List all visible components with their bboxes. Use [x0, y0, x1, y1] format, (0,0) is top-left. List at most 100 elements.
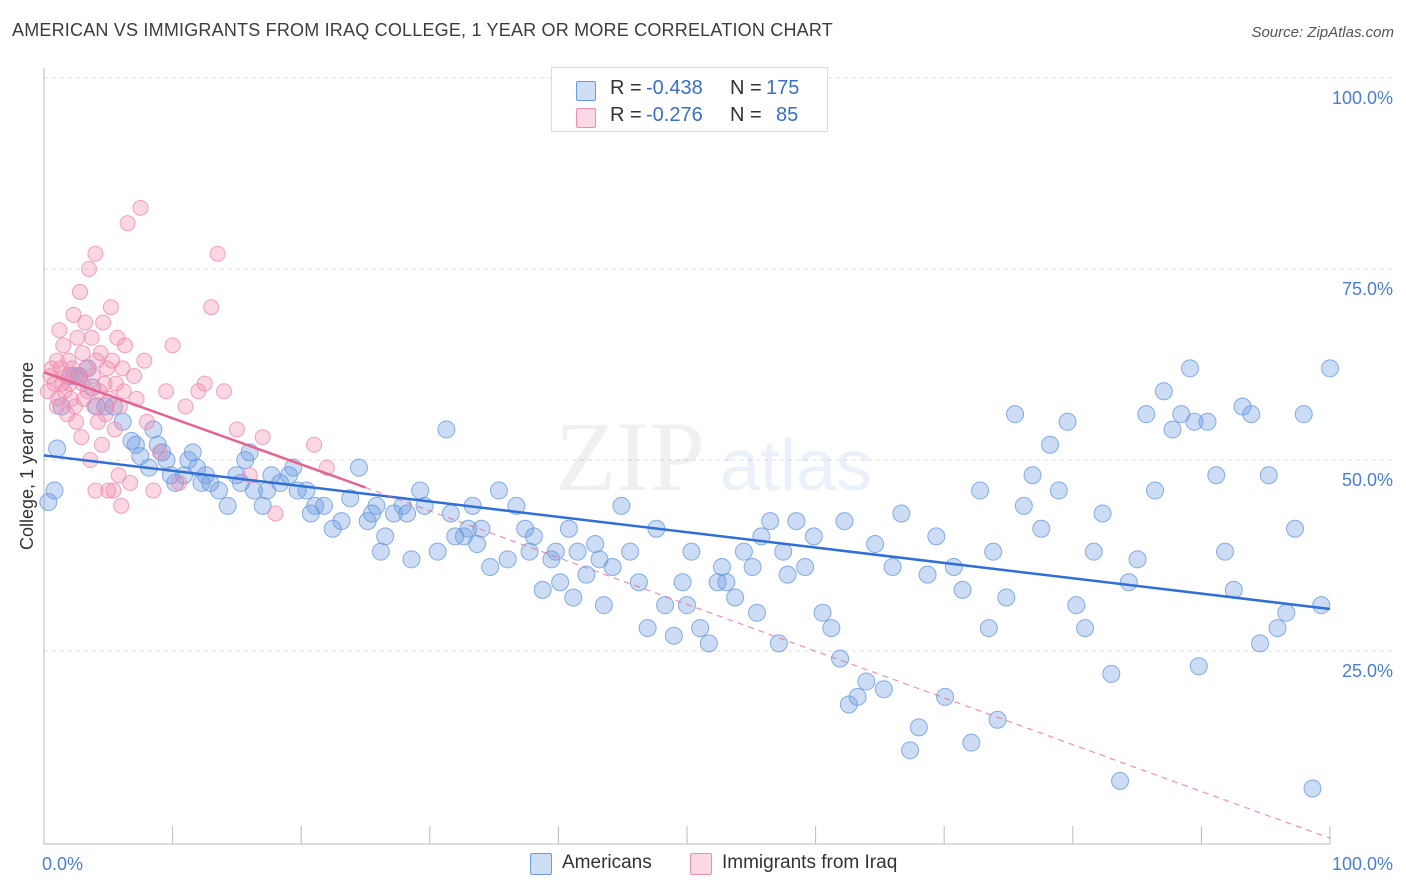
americans-point: [498, 550, 517, 569]
iraq-point: [306, 436, 323, 453]
americans-point: [804, 527, 823, 546]
americans-point: [1067, 596, 1086, 615]
americans-point: [183, 443, 202, 462]
americans-point: [1032, 519, 1051, 538]
americans-point: [726, 588, 745, 607]
americans-point: [1303, 779, 1322, 798]
americans-point: [1185, 412, 1204, 431]
iraq-point: [126, 367, 143, 384]
legend-r-label: R =: [610, 77, 642, 99]
americans-point: [533, 580, 552, 599]
x-tick-label: 0.0%: [42, 854, 83, 874]
americans-point: [796, 557, 815, 576]
bottom-legend-swatch-iraq: [690, 853, 712, 875]
iraq-point: [48, 352, 65, 369]
legend: R = -0.438 N = 175 R = -0.276 N = 85: [551, 67, 828, 132]
americans-point: [1006, 405, 1025, 424]
legend-n-value: 175: [766, 77, 800, 99]
americans-point: [332, 512, 351, 531]
legend-r-label: R =: [610, 104, 642, 126]
legend-row-americans: R = -0.438 N = 175: [552, 75, 827, 103]
americans-point: [1163, 420, 1182, 439]
americans-point: [1014, 496, 1033, 515]
americans-point: [962, 733, 981, 752]
americans-point: [822, 619, 841, 638]
iraq-point: [87, 482, 104, 499]
americans-point: [621, 542, 640, 561]
iraq-point: [63, 390, 80, 407]
iraq-point: [65, 306, 82, 323]
americans-point: [831, 649, 850, 668]
iraq-trendline: [43, 370, 366, 489]
iraq-point: [114, 360, 131, 377]
americans-point: [857, 672, 876, 691]
americans-point: [1277, 603, 1296, 622]
americans-point: [1049, 481, 1068, 500]
bottom-legend-label-americans: Americans: [562, 852, 652, 873]
americans-point: [1189, 657, 1208, 676]
iraq-point: [171, 474, 188, 491]
americans-point: [603, 557, 622, 576]
americans-point: [848, 687, 867, 706]
americans-point: [1119, 573, 1138, 592]
americans-trendline: [43, 454, 1331, 611]
tick-labels: 25.0% 50.0% 75.0% 100.0% 0.0% 100.0%: [42, 88, 1393, 874]
iraq-point: [115, 383, 132, 400]
americans-point: [778, 565, 797, 584]
legend-swatch-iraq: [576, 108, 596, 128]
americans-point: [45, 481, 64, 500]
americans-point: [367, 496, 386, 515]
americans-point: [349, 458, 368, 477]
iraq-point: [74, 345, 91, 362]
americans-point: [787, 512, 806, 531]
iraq-point: [55, 337, 72, 354]
iraq-point: [73, 429, 90, 446]
americans-point: [664, 626, 683, 645]
americans-point: [979, 619, 998, 638]
iraq-point: [84, 367, 101, 384]
iraq-point: [136, 352, 153, 369]
iraq-point: [117, 337, 134, 354]
legend-row-iraq: R = -0.276 N = 85: [552, 102, 827, 130]
americans-point: [126, 435, 145, 454]
americans-point: [546, 542, 565, 561]
y-axis-title: College, 1 year or more: [17, 362, 37, 550]
americans-point: [577, 565, 596, 584]
americans-point: [997, 588, 1016, 607]
legend-n-value: 85: [776, 104, 799, 126]
americans-point: [1216, 542, 1235, 561]
americans-point: [524, 527, 543, 546]
iraq-point: [102, 299, 119, 316]
bottom-legend-label-iraq: Immigrants from Iraq: [722, 852, 898, 873]
iraq-point: [97, 406, 114, 423]
americans-point: [971, 481, 990, 500]
americans-point: [1251, 634, 1270, 653]
legend-r-value: -0.276: [646, 104, 703, 126]
iraq-point: [151, 444, 168, 461]
source-label: Source: ZipAtlas.com: [1251, 24, 1394, 41]
iraq-point: [228, 421, 245, 438]
americans-point: [874, 680, 893, 699]
americans-point: [376, 527, 395, 546]
americans-point: [1023, 466, 1042, 485]
americans-point: [559, 519, 578, 538]
iraq-point: [122, 474, 139, 491]
americans-point: [218, 496, 237, 515]
americans-point: [568, 542, 587, 561]
americans-point: [984, 542, 1003, 561]
iraq-point: [68, 413, 85, 430]
americans-point: [769, 634, 788, 653]
iraq-point: [81, 261, 98, 277]
iraq-point: [267, 505, 284, 522]
iraq-point: [72, 283, 89, 300]
americans-point: [866, 535, 885, 554]
americans-point: [1294, 405, 1313, 424]
americans-point: [472, 519, 491, 538]
americans-point: [459, 519, 478, 538]
americans-point: [909, 718, 928, 737]
iraq-point: [77, 314, 94, 331]
iraq-point: [145, 482, 162, 499]
iraq-point: [92, 345, 109, 362]
iraq-point: [113, 497, 130, 514]
